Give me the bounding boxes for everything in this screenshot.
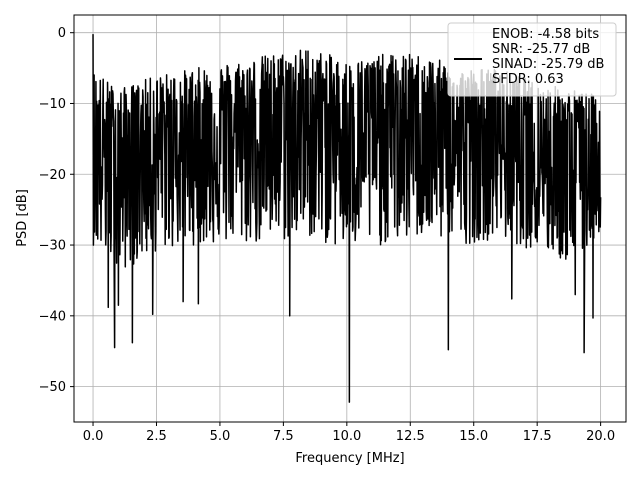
- y-tick-label: 0: [58, 26, 66, 41]
- x-tick-label: 15.0: [459, 429, 488, 444]
- x-tick-label: 17.5: [523, 429, 552, 444]
- x-axis-label: Frequency [MHz]: [295, 451, 404, 466]
- legend-sinad: SINAD: -25.79 dB: [492, 57, 604, 72]
- axes-frame: [73, 14, 627, 423]
- legend-box: [447, 22, 617, 97]
- x-tick-label: 12.5: [396, 429, 425, 444]
- legend: ENOB: -4.58 bits SNR: -25.77 dB SINAD: -…: [447, 22, 617, 97]
- ticks: 0.0 2.5 5.0 7.5 10.0 12.5 15.0 17.5 20.0 0 −10 −20 −…: [39, 26, 616, 444]
- x-tick-label: 20.0: [586, 429, 615, 444]
- x-tick-label: 7.5: [273, 429, 294, 444]
- plot-area: [92, 34, 602, 403]
- x-tick-label: 0.0: [83, 429, 104, 444]
- y-tick-label: −20: [39, 168, 66, 183]
- legend-sfdr: SFDR: 0.63: [492, 72, 564, 87]
- x-tick-label: 5.0: [210, 429, 231, 444]
- y-axis-label: PSD [dB]: [15, 189, 30, 247]
- y-tick-label: −10: [39, 97, 66, 112]
- y-tick-label: −50: [39, 380, 66, 395]
- legend-enob: ENOB: -4.58 bits: [492, 27, 599, 42]
- x-tick-label: 2.5: [146, 429, 167, 444]
- legend-snr: SNR: -25.77 dB: [492, 42, 590, 57]
- y-tick-label: −30: [39, 239, 66, 254]
- series-group: [92, 34, 602, 403]
- x-tick-label: 10.0: [332, 429, 361, 444]
- y-tick-label: −40: [39, 309, 66, 324]
- psd-series-line: [92, 34, 602, 403]
